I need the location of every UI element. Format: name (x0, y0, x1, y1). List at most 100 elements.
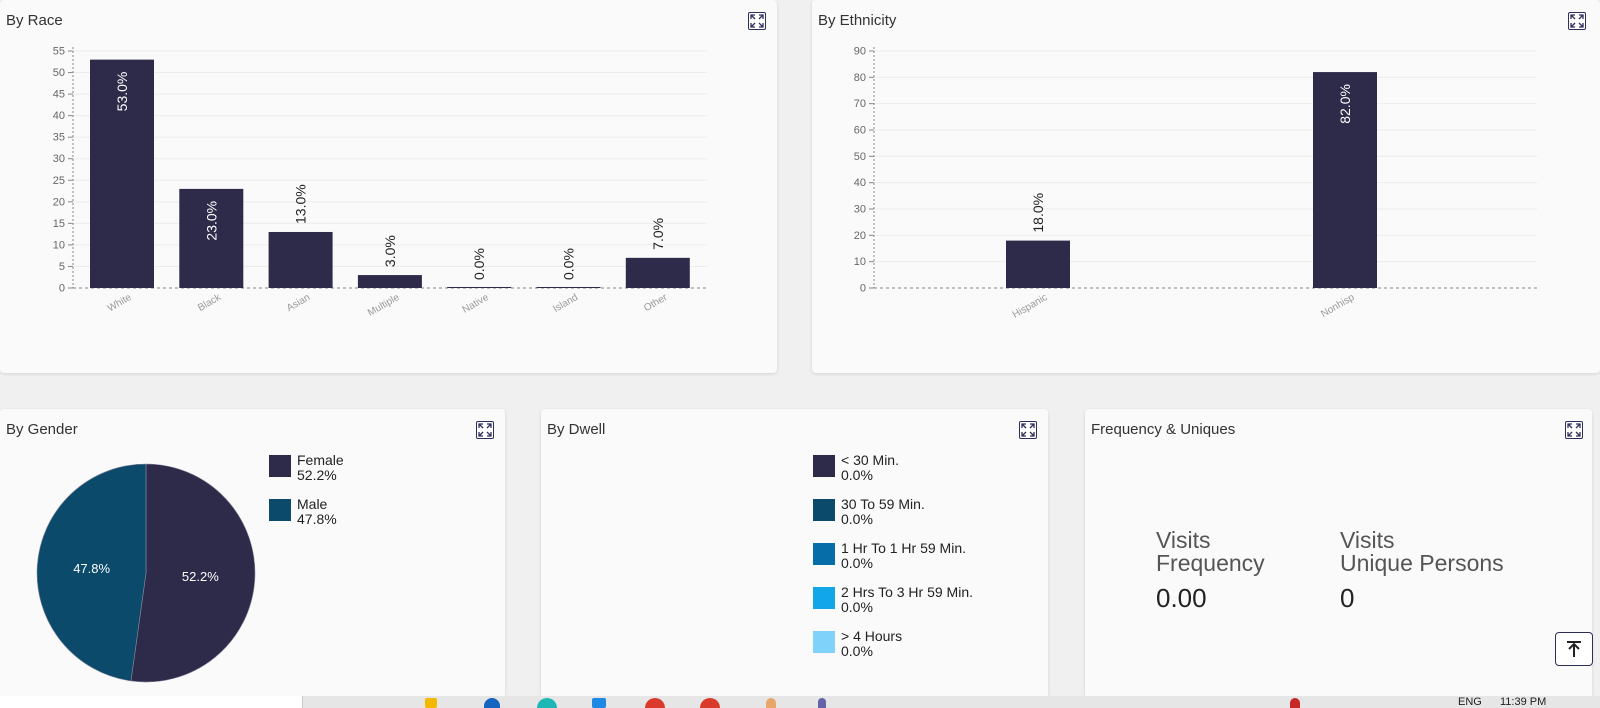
legend-label: Female (297, 452, 344, 468)
gender-card: By Gender 52.2% 47.8% Female 52.2% Male 4… (0, 409, 505, 699)
x-tick-label: Island (551, 292, 580, 315)
data-label: 82.0% (1337, 84, 1353, 124)
data-label: 53.0% (114, 72, 130, 112)
legend-value: 0.0% (841, 467, 873, 483)
chrome-icon[interactable] (645, 698, 665, 708)
x-tick-label: Asian (285, 292, 312, 314)
y-tick-label: 0 (59, 283, 65, 295)
legend-label: 30 To 59 Min. (841, 496, 925, 512)
arrow-up-icon (1567, 641, 1581, 657)
notification-icon[interactable] (1290, 698, 1300, 708)
y-tick-label: 30 (53, 153, 65, 165)
data-label: 13.0% (293, 184, 309, 224)
frequency-expand-icon[interactable] (1565, 421, 1583, 439)
bar (536, 287, 601, 288)
data-label: 23.0% (203, 201, 219, 241)
teams-icon[interactable] (818, 698, 826, 708)
data-label: 18.0% (1030, 193, 1046, 233)
dwell-expand-icon[interactable] (1019, 421, 1037, 439)
y-tick-label: 50 (53, 67, 65, 79)
legend-swatch (813, 543, 835, 565)
file-explorer-icon[interactable] (425, 698, 437, 708)
data-label: 3.0% (382, 235, 398, 267)
bar (1313, 72, 1377, 288)
photos-icon[interactable] (766, 698, 776, 708)
x-tick-label: Native (461, 292, 491, 316)
y-tick-label: 50 (854, 151, 866, 163)
chrome-active-icon[interactable] (700, 698, 720, 708)
y-tick-label: 60 (854, 125, 866, 137)
gender-expand-icon[interactable] (476, 421, 494, 439)
legend-label: 2 Hrs To 3 Hr 59 Min. (841, 584, 974, 600)
legend-value: 47.8% (297, 511, 337, 527)
legend-label: Male (297, 496, 328, 512)
y-tick-label: 35 (53, 132, 65, 144)
y-tick-label: 70 (854, 98, 866, 110)
frequency-card-title: Frequency & Uniques (1091, 421, 1236, 438)
legend-swatch (813, 587, 835, 609)
legend-value: 0.0% (841, 511, 873, 527)
y-tick-label: 55 (53, 46, 65, 58)
y-tick-label: 15 (53, 218, 65, 230)
metric-label-line1: Visits (1340, 527, 1395, 553)
bar (357, 275, 422, 288)
race-chart: 0 5 10 15 20 25 30 35 40 45 50 55 53.0% White 23.0% Bla… (53, 46, 707, 319)
ethnicity-chart: 0 10 20 30 40 50 60 70 80 90 18.0% Hispanic 82.0% Non… (854, 46, 1537, 321)
pie-label: 47.8% (73, 561, 110, 576)
ethnicity-expand-icon[interactable] (1568, 12, 1586, 30)
visits-unique-metric: Visits Unique Persons 0 (1340, 529, 1504, 614)
taskbar-search-box[interactable] (0, 696, 303, 708)
legend-label: > 4 Hours (841, 628, 903, 644)
x-tick-label: Multiple (366, 292, 402, 319)
y-tick-label: 30 (854, 204, 866, 216)
x-tick-label: Nonhisp (1319, 292, 1357, 320)
race-expand-icon[interactable] (748, 12, 766, 30)
x-tick-label: Other (642, 292, 670, 314)
ethnicity-card-title: By Ethnicity (818, 12, 897, 29)
taskbar: ENG 11:39 PM (0, 696, 1600, 708)
legend-label: < 30 Min. (841, 452, 899, 468)
scroll-to-top-button[interactable] (1555, 632, 1593, 666)
metric-label-line2: Unique Persons (1340, 550, 1504, 576)
y-tick-label: 40 (53, 110, 65, 122)
ethnicity-card: By Ethnicity 0 10 20 30 40 50 60 70 80 90 18.0% His… (812, 0, 1600, 373)
data-label: 7.0% (650, 218, 666, 250)
pie-slice (130, 463, 256, 683)
bar (447, 287, 512, 288)
edge-icon[interactable] (537, 698, 557, 708)
legend-swatch (269, 499, 291, 521)
dwell-card-title: By Dwell (547, 421, 606, 438)
y-tick-label: 40 (854, 177, 866, 189)
metric-value: 0.00 (1156, 583, 1207, 613)
legend-value: 0.0% (841, 555, 873, 571)
metric-label-line2: Frequency (1156, 550, 1265, 576)
y-tick-label: 10 (854, 256, 866, 268)
bar (268, 231, 333, 288)
pie-slice (36, 463, 147, 682)
legend-value: 0.0% (841, 643, 873, 659)
store-icon[interactable] (484, 698, 500, 708)
y-tick-label: 80 (854, 72, 866, 84)
y-tick-label: 10 (53, 239, 65, 251)
frequency-card: Frequency & Uniques Visits Frequency 0.0… (1085, 409, 1592, 699)
x-tick-label: White (106, 292, 134, 315)
x-tick-label: Black (196, 292, 224, 314)
app-icon[interactable] (592, 698, 606, 708)
metric-value: 0 (1340, 583, 1355, 613)
legend-swatch (269, 455, 291, 477)
visits-frequency-metric: Visits Frequency 0.00 (1156, 529, 1265, 614)
y-tick-label: 90 (854, 46, 866, 58)
language-indicator[interactable]: ENG (1458, 696, 1482, 708)
legend-swatch (813, 499, 835, 521)
bar (625, 257, 690, 288)
data-label: 0.0% (471, 248, 487, 280)
y-tick-label: 45 (53, 89, 65, 101)
race-card-title: By Race (6, 12, 63, 29)
y-tick-label: 20 (53, 196, 65, 208)
clock[interactable]: 11:39 PM (1500, 696, 1547, 708)
pie-label: 52.2% (182, 569, 219, 584)
legend-label: 1 Hr To 1 Hr 59 Min. (841, 540, 967, 556)
data-label: 0.0% (561, 248, 577, 280)
bar (90, 59, 154, 288)
legend-swatch (813, 631, 835, 653)
